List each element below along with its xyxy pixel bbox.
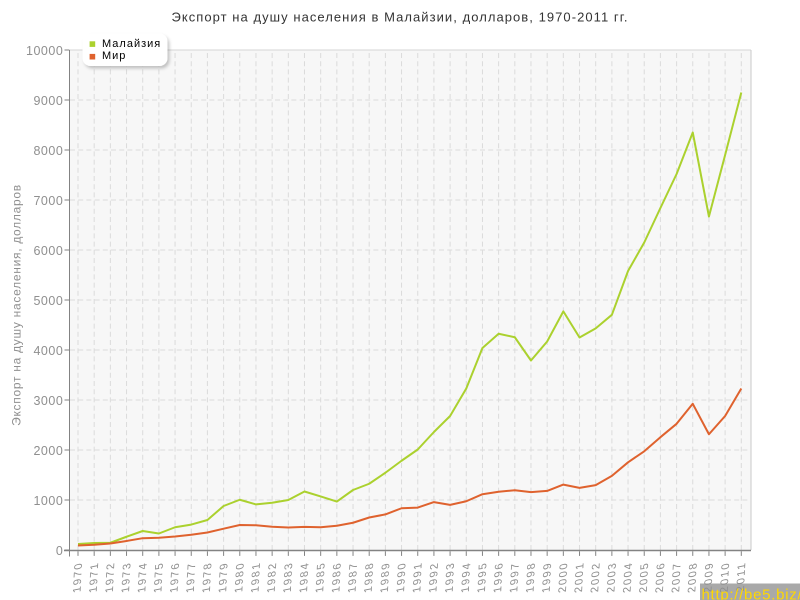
svg-text:1977: 1977 xyxy=(185,561,199,594)
svg-text:6000: 6000 xyxy=(33,244,63,258)
svg-text:3000: 3000 xyxy=(33,394,63,408)
svg-text:2001: 2001 xyxy=(573,561,587,594)
svg-text:1999: 1999 xyxy=(541,561,555,594)
svg-text:http://be5.biz/: http://be5.biz/ xyxy=(702,586,800,600)
svg-text:1974: 1974 xyxy=(136,561,150,594)
svg-text:1982: 1982 xyxy=(266,561,280,594)
svg-text:1973: 1973 xyxy=(120,561,134,594)
svg-text:2003: 2003 xyxy=(605,561,619,594)
svg-text:1985: 1985 xyxy=(314,561,328,594)
svg-text:2008: 2008 xyxy=(686,561,700,594)
svg-text:2000: 2000 xyxy=(33,444,63,458)
svg-text:2000: 2000 xyxy=(557,561,571,594)
svg-text:0: 0 xyxy=(56,544,63,558)
svg-text:Мир: Мир xyxy=(102,50,126,62)
svg-text:1983: 1983 xyxy=(282,561,296,594)
svg-text:7000: 7000 xyxy=(33,194,63,208)
svg-text:1992: 1992 xyxy=(427,561,441,594)
svg-text:1980: 1980 xyxy=(233,561,247,594)
svg-text:1995: 1995 xyxy=(476,561,490,594)
svg-text:2004: 2004 xyxy=(622,561,636,594)
svg-text:Малайзия: Малайзия xyxy=(102,38,161,50)
svg-text:1976: 1976 xyxy=(169,561,183,594)
svg-text:1990: 1990 xyxy=(395,561,409,594)
svg-text:2011: 2011 xyxy=(735,561,749,593)
svg-text:1970: 1970 xyxy=(72,561,86,594)
svg-text:1000: 1000 xyxy=(33,494,63,508)
svg-text:1996: 1996 xyxy=(492,561,506,594)
svg-text:2010: 2010 xyxy=(719,561,733,594)
svg-text:2002: 2002 xyxy=(589,561,603,594)
svg-text:10000: 10000 xyxy=(26,44,63,58)
svg-text:1989: 1989 xyxy=(379,561,393,594)
svg-text:1971: 1971 xyxy=(88,561,102,594)
svg-text:1987: 1987 xyxy=(347,561,361,594)
svg-text:1997: 1997 xyxy=(508,561,522,594)
svg-text:2009: 2009 xyxy=(702,561,716,594)
svg-text:4000: 4000 xyxy=(33,344,63,358)
svg-text:1988: 1988 xyxy=(363,561,377,594)
svg-text:1975: 1975 xyxy=(152,561,166,594)
svg-text:1978: 1978 xyxy=(201,561,215,594)
svg-text:1986: 1986 xyxy=(330,561,344,594)
svg-text:1998: 1998 xyxy=(524,561,538,594)
svg-text:1993: 1993 xyxy=(444,561,458,594)
svg-text:5000: 5000 xyxy=(33,294,63,308)
svg-text:1991: 1991 xyxy=(411,561,425,594)
svg-text:2005: 2005 xyxy=(638,561,652,594)
svg-text:Экспорт на душу населения, дол: Экспорт на душу населения, долларов xyxy=(9,184,23,426)
svg-text:2006: 2006 xyxy=(654,561,668,594)
svg-text:1972: 1972 xyxy=(104,561,118,594)
svg-text:1984: 1984 xyxy=(298,561,312,594)
svg-text:1994: 1994 xyxy=(460,561,474,594)
svg-text:9000: 9000 xyxy=(33,94,63,108)
svg-text:1981: 1981 xyxy=(249,561,263,594)
svg-text:2007: 2007 xyxy=(670,561,684,594)
svg-text:1979: 1979 xyxy=(217,561,231,594)
svg-text:Экспорт на душу населения в Ма: Экспорт на душу населения в Малайзии, до… xyxy=(171,10,628,25)
svg-text:8000: 8000 xyxy=(33,144,63,158)
